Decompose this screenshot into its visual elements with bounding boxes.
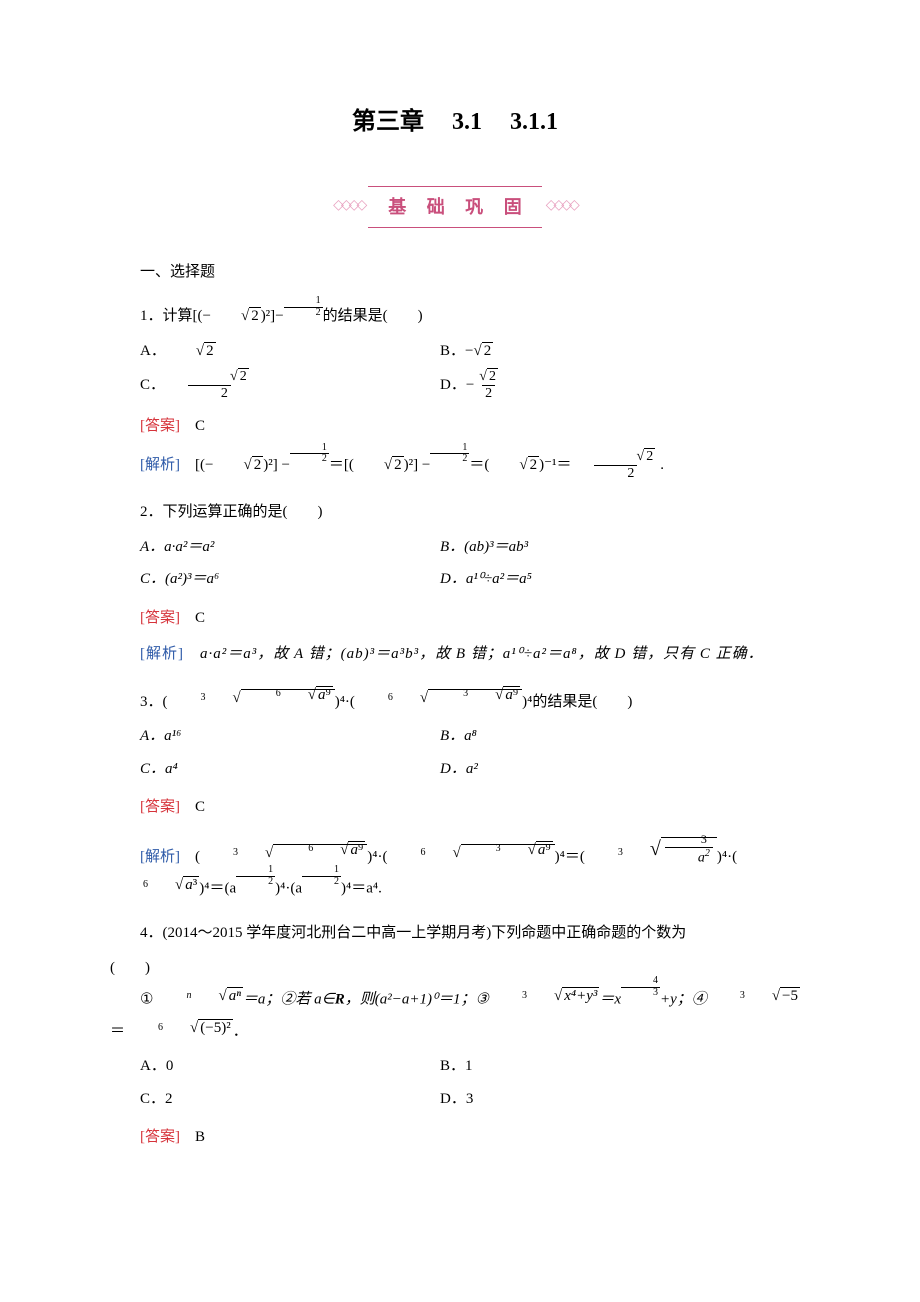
q1-analysis: [解析] [(−2)²] −12＝[(2)²] −12＝(2)⁻¹＝22. xyxy=(110,449,800,482)
q4-sub-items: ①naⁿ＝a；②若 a∈R，则(a²−a+1)⁰＝1；③3x⁴+y³＝x43+y… xyxy=(110,982,800,1046)
diamond-icon: ◇◇◇◇ xyxy=(546,193,577,220)
q4-option-b: B．1 xyxy=(440,1052,800,1081)
chapter-title: 第三章 3.1 3.1.1 xyxy=(110,100,800,146)
q3-analysis: [解析] (36a⁹)⁴·(63a⁹)⁴＝(33a2)⁴·(6a³)⁴＝(a12… xyxy=(110,830,800,904)
q1-answer: [答案] C xyxy=(110,412,800,441)
q2-answer: [答案] C xyxy=(110,604,800,633)
analysis-label: [解析] xyxy=(140,457,180,473)
q3-option-d: D．a² xyxy=(440,755,800,784)
q3-answer: [答案] C xyxy=(110,793,800,822)
q2-option-b: B．(ab)³＝ab³ xyxy=(440,533,800,562)
q1-stem: 1．计算[(−2)²]−12的结果是( ) xyxy=(110,302,800,331)
question-3: 3．(36a⁹)⁴·(63a⁹)⁴的结果是( ) A．a¹⁶ B．a⁸ C．a⁴… xyxy=(110,681,800,904)
q1-option-a: A．2 xyxy=(110,337,440,366)
q2-option-d: D．a¹⁰÷a²＝a⁵ xyxy=(440,565,800,594)
q4-answer: [答案] B xyxy=(110,1123,800,1152)
chapter-label: 第三章 xyxy=(352,109,424,135)
section-banner: ◇◇◇◇ 基 础 巩 固 ◇◇◇◇ xyxy=(110,186,800,228)
banner-label: 基 础 巩 固 xyxy=(368,186,542,228)
q1-option-c: C．22 xyxy=(110,369,440,402)
q4-option-a: A．0 xyxy=(110,1052,440,1081)
question-4: 4．(2014～2015 学年度河北刑台二中高一上学期月考)下列命题中正确命题的… xyxy=(110,919,800,1152)
q3-option-b: B．a⁸ xyxy=(440,722,800,751)
q3-option-c: C．a⁴ xyxy=(110,755,440,784)
q4-stem-1: 4．(2014～2015 学年度河北刑台二中高一上学期月考)下列命题中正确命题的… xyxy=(110,919,800,948)
q4-option-d: D．3 xyxy=(440,1085,800,1114)
q1-option-b: B．−2 xyxy=(440,337,800,366)
q4-stem-2: ( ) xyxy=(110,954,800,983)
q4-option-c: C．2 xyxy=(110,1085,440,1114)
diamond-icon: ◇◇◇◇ xyxy=(333,193,364,220)
q3-stem: 3．(36a⁹)⁴·(63a⁹)⁴的结果是( ) xyxy=(110,681,800,717)
question-1: 1．计算[(−2)²]−12的结果是( ) A．2 B．−2 C．22 D．−2… xyxy=(110,302,800,482)
q2-stem: 2．下列运算正确的是( ) xyxy=(110,498,800,527)
q1-option-d: D．−22 xyxy=(440,369,800,402)
section-heading: 一、选择题 xyxy=(110,258,800,287)
q2-analysis: [解析] a·a²＝a³，故 A 错；(ab)³＝a³b³，故 B 错；a¹⁰÷… xyxy=(110,640,800,669)
q2-option-a: A．a·a²＝a² xyxy=(110,533,440,562)
answer-label: [答案] xyxy=(140,418,180,434)
q2-option-c: C．(a²)³＝a⁶ xyxy=(110,565,440,594)
section-1: 3.1 xyxy=(452,109,482,135)
question-2: 2．下列运算正确的是( ) A．a·a²＝a² B．(ab)³＝ab³ C．(a… xyxy=(110,498,800,669)
section-2: 3.1.1 xyxy=(510,109,558,135)
q3-option-a: A．a¹⁶ xyxy=(110,722,440,751)
